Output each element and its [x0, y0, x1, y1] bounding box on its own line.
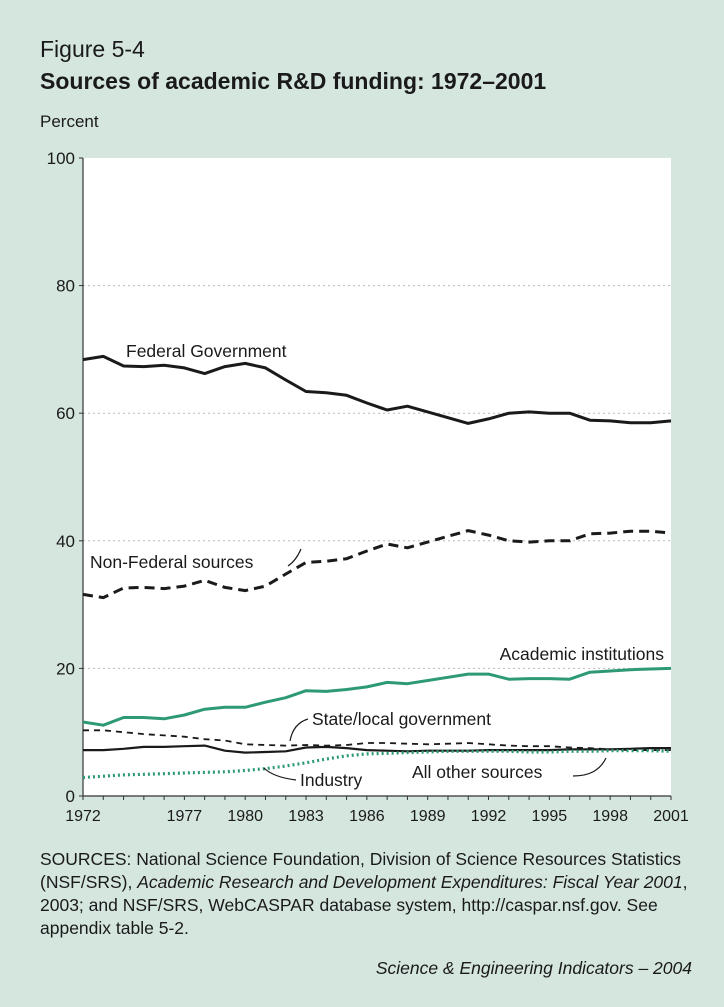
credit-line: Science & Engineering Indicators – 2004 — [375, 958, 692, 978]
y-tick-label: 40 — [56, 532, 75, 551]
x-tick-label: 1992 — [471, 808, 507, 825]
series-labels: Federal Government Non-Federal sources Aca… — [90, 341, 664, 790]
x-tick-label: 1986 — [349, 808, 385, 825]
series-line-non-federal-sources — [82, 529, 672, 600]
label-federal-government: Federal Government — [126, 341, 287, 361]
series-lines — [82, 354, 672, 780]
label-industry: Industry — [300, 770, 362, 790]
figure-title: Sources of academic R&D funding: 1972–20… — [40, 68, 547, 94]
axes: 0 20 40 60 80 100 1972 1977 1980 1983 1986 1989 1992… — [47, 149, 689, 825]
x-tick-label: 2001 — [653, 808, 689, 825]
label-academic-institutions: Academic institutions — [500, 644, 665, 664]
x-tick-label: 1980 — [227, 808, 263, 825]
label-all-other-sources: All other sources — [412, 762, 543, 782]
sources-title: Academic Research and Development Expend… — [137, 872, 683, 892]
leader-line-non-federal — [287, 548, 302, 567]
x-tick-label: 1977 — [167, 808, 203, 825]
leader-line-industry — [263, 767, 297, 781]
series-line-federal-government — [82, 354, 672, 425]
sources-prefix: SOURCES: National Science Foundation, Di… — [40, 849, 681, 892]
x-tick-label: 1972 — [65, 808, 101, 825]
x-tick-label: 1995 — [532, 808, 568, 825]
series-line-industry — [82, 749, 672, 780]
plot-area — [83, 158, 671, 796]
figure-number: Figure 5-4 — [40, 36, 145, 62]
y-tick-label: 80 — [56, 277, 75, 296]
leader-line-all-other — [572, 757, 607, 777]
label-state-local-government: State/local government — [312, 709, 491, 729]
y-tick-label: 60 — [56, 404, 75, 423]
x-tick-label: 1989 — [410, 808, 446, 825]
series-line-academic-institutions — [82, 666, 672, 727]
x-tick-label: 1998 — [592, 808, 628, 825]
y-tick-label: 0 — [66, 787, 75, 806]
leader-line-state-local — [289, 718, 309, 742]
series-line-all-other-sources — [83, 744, 671, 754]
x-tick-label: 1983 — [288, 808, 324, 825]
y-tick-label: 20 — [56, 659, 75, 678]
line-chart: 0 20 40 60 80 100 1972 1977 1980 1983 1986 1989 1992… — [47, 149, 689, 825]
y-tick-label: 100 — [47, 149, 75, 168]
sources-note: SOURCES: National Science Foundation, Di… — [40, 848, 700, 940]
label-non-federal-sources: Non-Federal sources — [90, 552, 254, 572]
y-axis-label: Percent — [40, 112, 99, 131]
sources-suffix: , 2003; and NSF/SRS, WebCASPAR database … — [40, 872, 688, 938]
